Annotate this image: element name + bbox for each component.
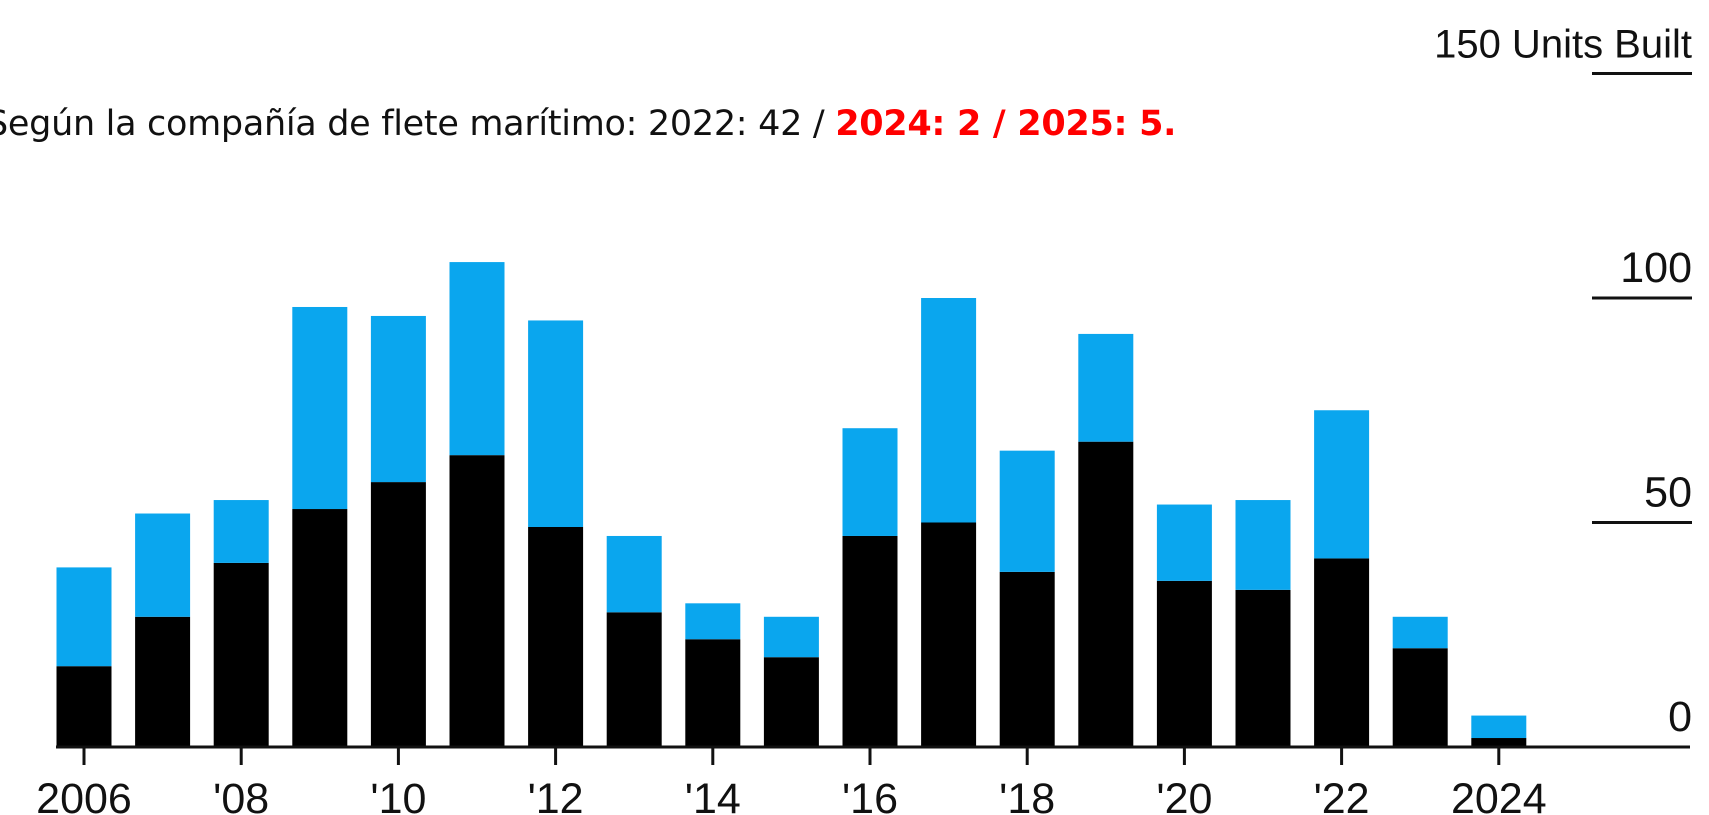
bar-segment-top-2007: [135, 513, 191, 617]
annotation-highlight: 2024: 2 / 2025: 5.: [835, 104, 1177, 144]
bars-group: [56, 262, 1527, 747]
bar-segment-top-2017: [921, 298, 977, 523]
bar-segment-bottom-2015: [763, 657, 819, 747]
bar-segment-bottom-2006: [56, 666, 112, 747]
bar-segment-top-2015: [763, 616, 819, 658]
bar-segment-bottom-2011: [449, 455, 505, 747]
x-tick-label-2016: '16: [842, 775, 898, 815]
x-tick-label-2006: 2006: [36, 775, 132, 815]
bar-segment-top-2023: [1392, 616, 1448, 649]
annotation-prefix: Según la compañía de flete marítimo: 202…: [0, 104, 836, 144]
y-tick-label-150: 150 Units Built: [1434, 23, 1692, 67]
bar-segment-bottom-2010: [370, 482, 426, 747]
chart-annotation: Según la compañía de flete marítimo: 202…: [0, 104, 1176, 144]
bar-segment-bottom-2014: [685, 639, 741, 747]
bar-segment-bottom-2024: [1471, 738, 1527, 747]
bar-segment-bottom-2019: [1078, 441, 1134, 747]
bar-segment-top-2006: [56, 567, 112, 667]
y-tick-label-50: 50: [1644, 469, 1692, 517]
y-axis: 0 50 100 150 Units Built: [1434, 23, 1692, 741]
x-tick-label-2024: 2024: [1451, 775, 1547, 815]
bar-segment-top-2012: [528, 320, 584, 527]
bar-segment-bottom-2013: [606, 612, 662, 747]
bar-segment-top-2011: [449, 262, 505, 456]
bar-segment-top-2014: [685, 603, 741, 640]
bar-segment-top-2010: [370, 315, 426, 483]
bar-segment-bottom-2022: [1314, 558, 1370, 747]
bar-segment-bottom-2009: [292, 509, 348, 747]
y-tick-label-0: 0: [1668, 693, 1692, 741]
x-tick-label-2018: '18: [999, 775, 1055, 815]
x-tick-label-2020: '20: [1156, 775, 1212, 815]
x-tick-label-2010: '10: [370, 775, 426, 815]
bar-segment-top-2009: [292, 306, 348, 510]
bar-segment-top-2013: [606, 535, 662, 613]
bar-segment-bottom-2020: [1156, 580, 1212, 747]
bar-segment-top-2024: [1471, 715, 1527, 739]
bar-segment-top-2021: [1235, 500, 1291, 590]
bar-segment-top-2019: [1078, 333, 1134, 442]
y-tick-label-100: 100: [1620, 244, 1692, 292]
bar-segment-bottom-2016: [842, 535, 898, 747]
bar-segment-top-2008: [213, 500, 269, 563]
bar-segment-bottom-2021: [1235, 589, 1291, 747]
bar-segment-bottom-2017: [921, 522, 977, 747]
bar-segment-bottom-2012: [528, 526, 584, 747]
bar-segment-top-2020: [1156, 504, 1212, 581]
bar-segment-top-2016: [842, 428, 898, 536]
x-axis: 2006 '08 '10 '12 '14 '16 '18 '20 '22 2024: [36, 747, 1547, 815]
bar-segment-bottom-2008: [213, 562, 269, 747]
x-tick-label-2008: '08: [213, 775, 269, 815]
x-tick-label-2012: '12: [528, 775, 584, 815]
bar-segment-top-2018: [999, 450, 1055, 572]
bar-segment-top-2022: [1314, 410, 1370, 559]
bar-segment-bottom-2018: [999, 571, 1055, 747]
bar-segment-bottom-2023: [1392, 648, 1448, 747]
bar-segment-bottom-2007: [135, 616, 191, 747]
x-tick-label-2022: '22: [1314, 775, 1370, 815]
x-tick-label-2014: '14: [685, 775, 741, 815]
